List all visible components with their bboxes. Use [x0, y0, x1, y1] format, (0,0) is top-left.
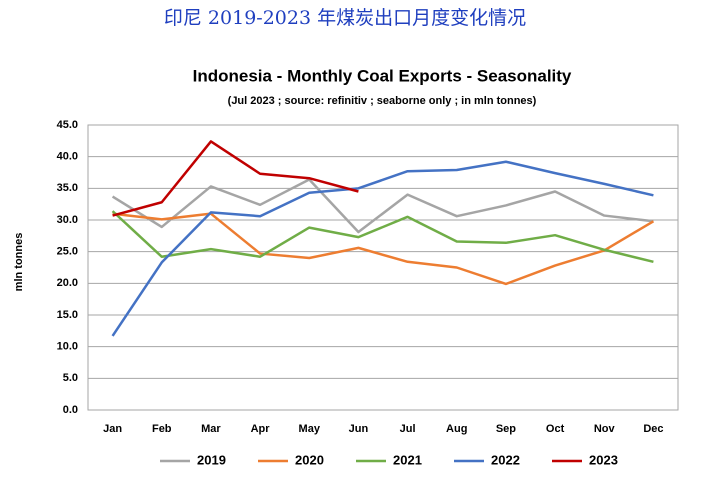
x-tick-label: Jan [103, 423, 122, 435]
series-line [112, 212, 655, 286]
chart-title: Indonesia - Monthly Coal Exports - Seaso… [193, 66, 572, 85]
series-line [111, 160, 654, 337]
x-tick-label: Oct [546, 423, 565, 435]
legend-label: 2023 [589, 452, 618, 467]
x-tick-label: Sep [496, 423, 516, 435]
y-tick-label: 5.0 [63, 372, 78, 384]
chart-subtitle: (Jul 2023 ; source: refinitiv ; seaborne… [228, 95, 537, 107]
x-tick-label: Nov [594, 423, 616, 435]
y-tick-label: 30.0 [57, 214, 78, 226]
x-tick-label: Feb [152, 423, 172, 435]
y-tick-label: 40.0 [57, 151, 78, 163]
legend-label: 2021 [393, 452, 422, 467]
y-tick-label: 10.0 [57, 341, 78, 353]
series-line [111, 210, 654, 264]
y-tick-label: 0.0 [63, 404, 78, 416]
plot-border [87, 124, 679, 411]
x-tick-label: May [299, 423, 321, 435]
x-tick-label: Apr [251, 423, 271, 435]
y-tick-label: 25.0 [57, 246, 78, 258]
caption: 印尼 2019-2023 年煤炭出口月度变化情况 [164, 7, 526, 29]
series-line [111, 178, 654, 234]
x-tick-label: Mar [201, 423, 221, 435]
legend-label: 2022 [491, 452, 520, 467]
x-tick-label: Jun [349, 423, 369, 435]
x-tick-label: Jul [400, 423, 416, 435]
legend-label: 2020 [295, 452, 324, 467]
y-tick-label: 20.0 [57, 277, 78, 289]
x-tick-label: Aug [446, 423, 467, 435]
x-tick-label: Dec [643, 423, 663, 435]
legend-label: 2019 [197, 452, 226, 467]
y-tick-label: 45.0 [57, 119, 78, 131]
y-tick-label: 35.0 [57, 182, 78, 194]
y-tick-label: 15.0 [57, 309, 78, 321]
y-axis-label: mln tonnes [13, 233, 25, 292]
series-line [112, 140, 359, 217]
